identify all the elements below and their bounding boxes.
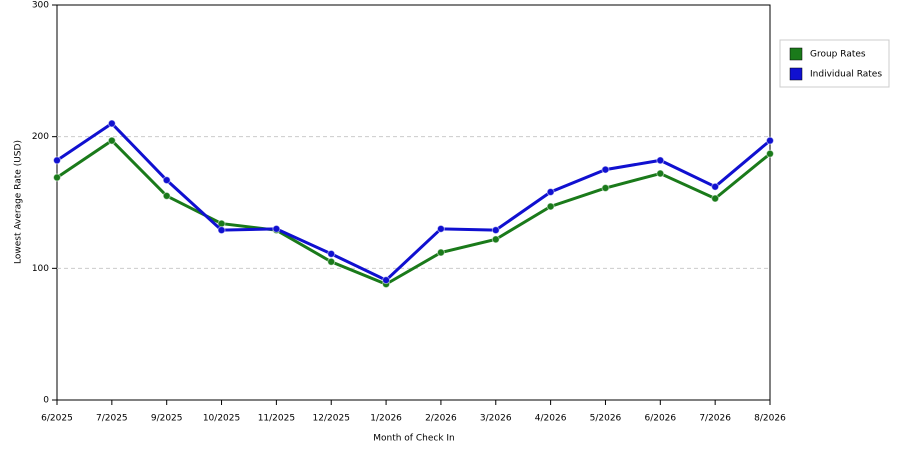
data-point [327,249,336,258]
data-point [53,156,61,165]
data-point [656,156,665,165]
x-tick-label: 6/2025 [41,414,73,424]
data-point [766,149,774,158]
data-point [107,136,116,145]
data-point [436,248,445,257]
x-tick-label: 6/2026 [644,414,676,424]
data-point [436,224,445,233]
data-point [272,224,281,233]
x-tick-label: 4/2026 [535,414,567,424]
data-point [162,176,171,185]
data-point [546,202,555,211]
x-tick-label: 8/2026 [754,414,786,424]
series-line [56,121,771,282]
data-point [546,187,555,196]
data-point [491,235,500,244]
data-point [656,169,665,178]
y-tick-label: 0 [43,396,49,406]
x-tick-label: 10/2025 [203,414,240,424]
x-tick-label: 12/2025 [313,414,350,424]
x-tick-label: 5/2026 [590,414,622,424]
y-axis-title: Lowest Average Rate (USD) [14,140,24,264]
data-point [107,119,116,128]
data-point [711,194,720,203]
data-point [217,226,226,235]
y-tick-label: 300 [32,1,49,11]
legend-label: Group Rates [810,50,866,60]
x-axis-title: Month of Check In [373,434,455,444]
data-point [601,165,610,174]
data-point [327,257,336,266]
data-point [382,276,391,285]
y-tick-label: 200 [32,132,49,142]
legend-swatch [789,67,803,81]
data-point [601,184,610,193]
x-tick-label: 3/2026 [480,414,512,424]
data-point [766,136,774,145]
legend-swatch [789,47,803,61]
x-tick-label: 7/2025 [96,414,128,424]
x-tick-label: 1/2026 [370,414,402,424]
data-point [711,182,720,191]
series-line [56,138,771,286]
x-tick-label: 11/2025 [258,414,295,424]
plot-frame [56,4,771,401]
data-point [53,173,61,182]
y-tick-label: 100 [32,264,49,274]
x-tick-label: 9/2025 [151,414,183,424]
data-point [491,226,500,235]
x-tick-label: 2/2026 [425,414,457,424]
data-point [162,191,171,200]
legend-label: Individual Rates [810,70,882,80]
x-tick-label: 7/2026 [699,414,731,424]
